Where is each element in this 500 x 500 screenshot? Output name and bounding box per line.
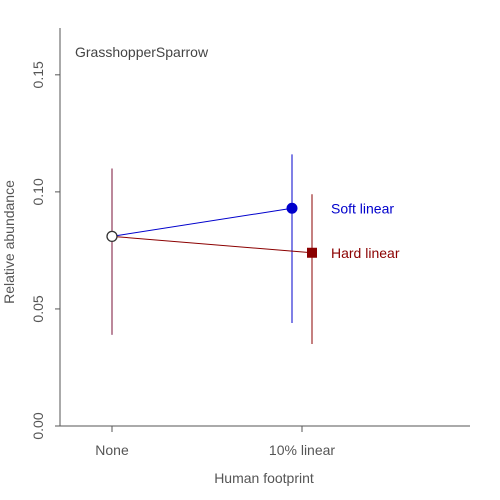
point-soft-linear — [286, 202, 298, 214]
y-tick-label: 0.15 — [30, 61, 46, 88]
chart-title: GrasshopperSparrow — [75, 44, 209, 60]
series-line-1 — [111, 235, 313, 254]
y-tick-label: 0.00 — [30, 412, 46, 439]
y-axis-label: Relative abundance — [1, 180, 17, 304]
series-line-0 — [111, 207, 293, 237]
ticks: 0.00 0.05 0.10 0.15 None 10% linear — [30, 61, 335, 458]
y-tick-label: 0.10 — [30, 178, 46, 205]
x-tick-label: 10% linear — [269, 442, 335, 458]
axes — [59, 28, 470, 427]
point-baseline — [106, 230, 118, 243]
point-hard-linear — [307, 247, 317, 258]
y-tick-label: 0.05 — [30, 295, 46, 322]
series-label: Hard linear — [331, 245, 400, 261]
x-axis-label: Human footprint — [214, 470, 314, 486]
x-tick-label: None — [95, 442, 129, 458]
marks: Soft linear Hard linear — [106, 154, 400, 345]
series-label: Soft linear — [331, 200, 394, 216]
